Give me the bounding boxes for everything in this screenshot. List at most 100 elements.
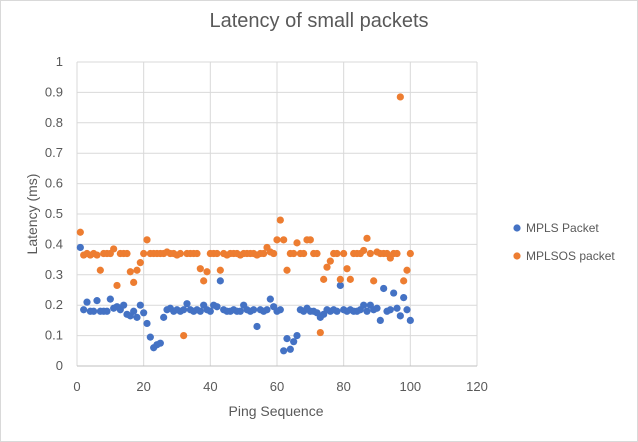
data-point: [313, 249, 321, 258]
data-point: [363, 234, 371, 242]
y-tick-label: 0.7: [45, 145, 63, 160]
data-point: [340, 249, 348, 258]
data-point: [143, 236, 151, 244]
legend-marker: [513, 252, 521, 260]
data-point: [103, 307, 111, 315]
y-axis-ticks: 0 0.1 0.2 0.3 0.4 0.5 0.6 0.7 0.8 0.9 1: [45, 54, 63, 373]
y-tick-label: 0.2: [45, 297, 63, 312]
data-point: [90, 307, 98, 315]
data-point: [333, 307, 341, 315]
data-point: [290, 338, 298, 346]
data-point: [283, 266, 291, 274]
data-point: [193, 249, 201, 258]
data-point: [343, 265, 351, 273]
data-point: [196, 265, 204, 273]
data-point: [293, 332, 301, 340]
data-point: [363, 307, 371, 315]
data-point: [206, 307, 214, 315]
data-point: [236, 307, 244, 315]
data-point: [306, 236, 314, 244]
y-tick-label: 1: [56, 54, 63, 69]
legend-label: MPLSOS packet: [526, 249, 615, 263]
data-point: [276, 306, 284, 314]
data-points: [76, 93, 414, 355]
data-point: [280, 347, 288, 355]
y-tick-label: 0.8: [45, 115, 63, 130]
data-point: [396, 312, 404, 320]
data-point: [316, 328, 324, 337]
data-point: [183, 300, 191, 308]
data-point: [180, 332, 188, 340]
data-point: [283, 335, 291, 343]
data-point: [136, 259, 144, 267]
x-tick-label: 60: [270, 379, 284, 394]
x-axis-label: Ping Sequence: [229, 403, 324, 419]
data-point: [136, 301, 144, 309]
data-point: [396, 93, 404, 101]
y-tick-label: 0.1: [45, 328, 63, 343]
data-point: [76, 228, 84, 236]
x-tick-label: 0: [73, 379, 80, 394]
data-point: [386, 306, 394, 314]
data-point: [253, 322, 261, 331]
gridlines: [76, 61, 478, 367]
data-point: [213, 249, 221, 258]
data-point: [216, 266, 224, 274]
data-point: [393, 249, 401, 258]
y-tick-label: 0.4: [45, 236, 63, 251]
data-point: [180, 306, 188, 314]
data-point: [106, 295, 114, 303]
y-tick-label: 0.9: [45, 84, 63, 99]
data-point: [216, 277, 224, 285]
data-point: [160, 313, 168, 321]
data-point: [200, 277, 208, 285]
data-point: [93, 251, 101, 259]
x-tick-label: 40: [203, 379, 217, 394]
data-point: [146, 333, 154, 341]
data-point: [323, 263, 331, 271]
data-point: [403, 266, 411, 274]
chart-title: Latency of small packets: [209, 10, 429, 32]
data-point: [266, 295, 274, 303]
data-point: [156, 339, 164, 347]
data-point: [370, 277, 378, 285]
data-point: [76, 243, 84, 252]
data-point: [130, 307, 138, 315]
data-point: [346, 275, 354, 283]
data-point: [176, 249, 184, 258]
legend-label: MPLS Packet: [526, 221, 599, 235]
data-point: [196, 307, 204, 315]
y-tick-label: 0.5: [45, 206, 63, 221]
data-point: [403, 306, 411, 314]
x-axis-ticks: 0 20 40 60 80 100 120: [73, 379, 487, 394]
data-point: [113, 281, 121, 290]
data-point: [380, 284, 388, 293]
y-tick-label: 0.6: [45, 176, 63, 191]
data-point: [140, 249, 148, 258]
data-point: [126, 268, 134, 276]
data-point: [260, 249, 268, 258]
data-point: [320, 275, 328, 283]
x-tick-label: 120: [466, 379, 488, 394]
x-tick-label: 80: [336, 379, 350, 394]
data-point: [406, 316, 414, 324]
data-point: [300, 249, 308, 258]
data-point: [83, 298, 91, 306]
data-point: [133, 313, 141, 321]
data-point: [326, 257, 334, 265]
data-point: [143, 319, 151, 328]
data-point: [360, 301, 368, 309]
data-point: [273, 236, 281, 244]
data-point: [80, 306, 88, 314]
data-point: [336, 275, 344, 283]
data-point: [96, 266, 104, 274]
y-tick-label: 0: [56, 358, 63, 373]
data-point: [120, 301, 128, 309]
data-point: [406, 249, 414, 258]
data-point: [390, 289, 398, 297]
data-point: [336, 281, 344, 290]
data-point: [373, 304, 381, 312]
data-point: [140, 309, 148, 317]
data-point: [393, 304, 401, 312]
x-tick-label: 20: [136, 379, 150, 394]
